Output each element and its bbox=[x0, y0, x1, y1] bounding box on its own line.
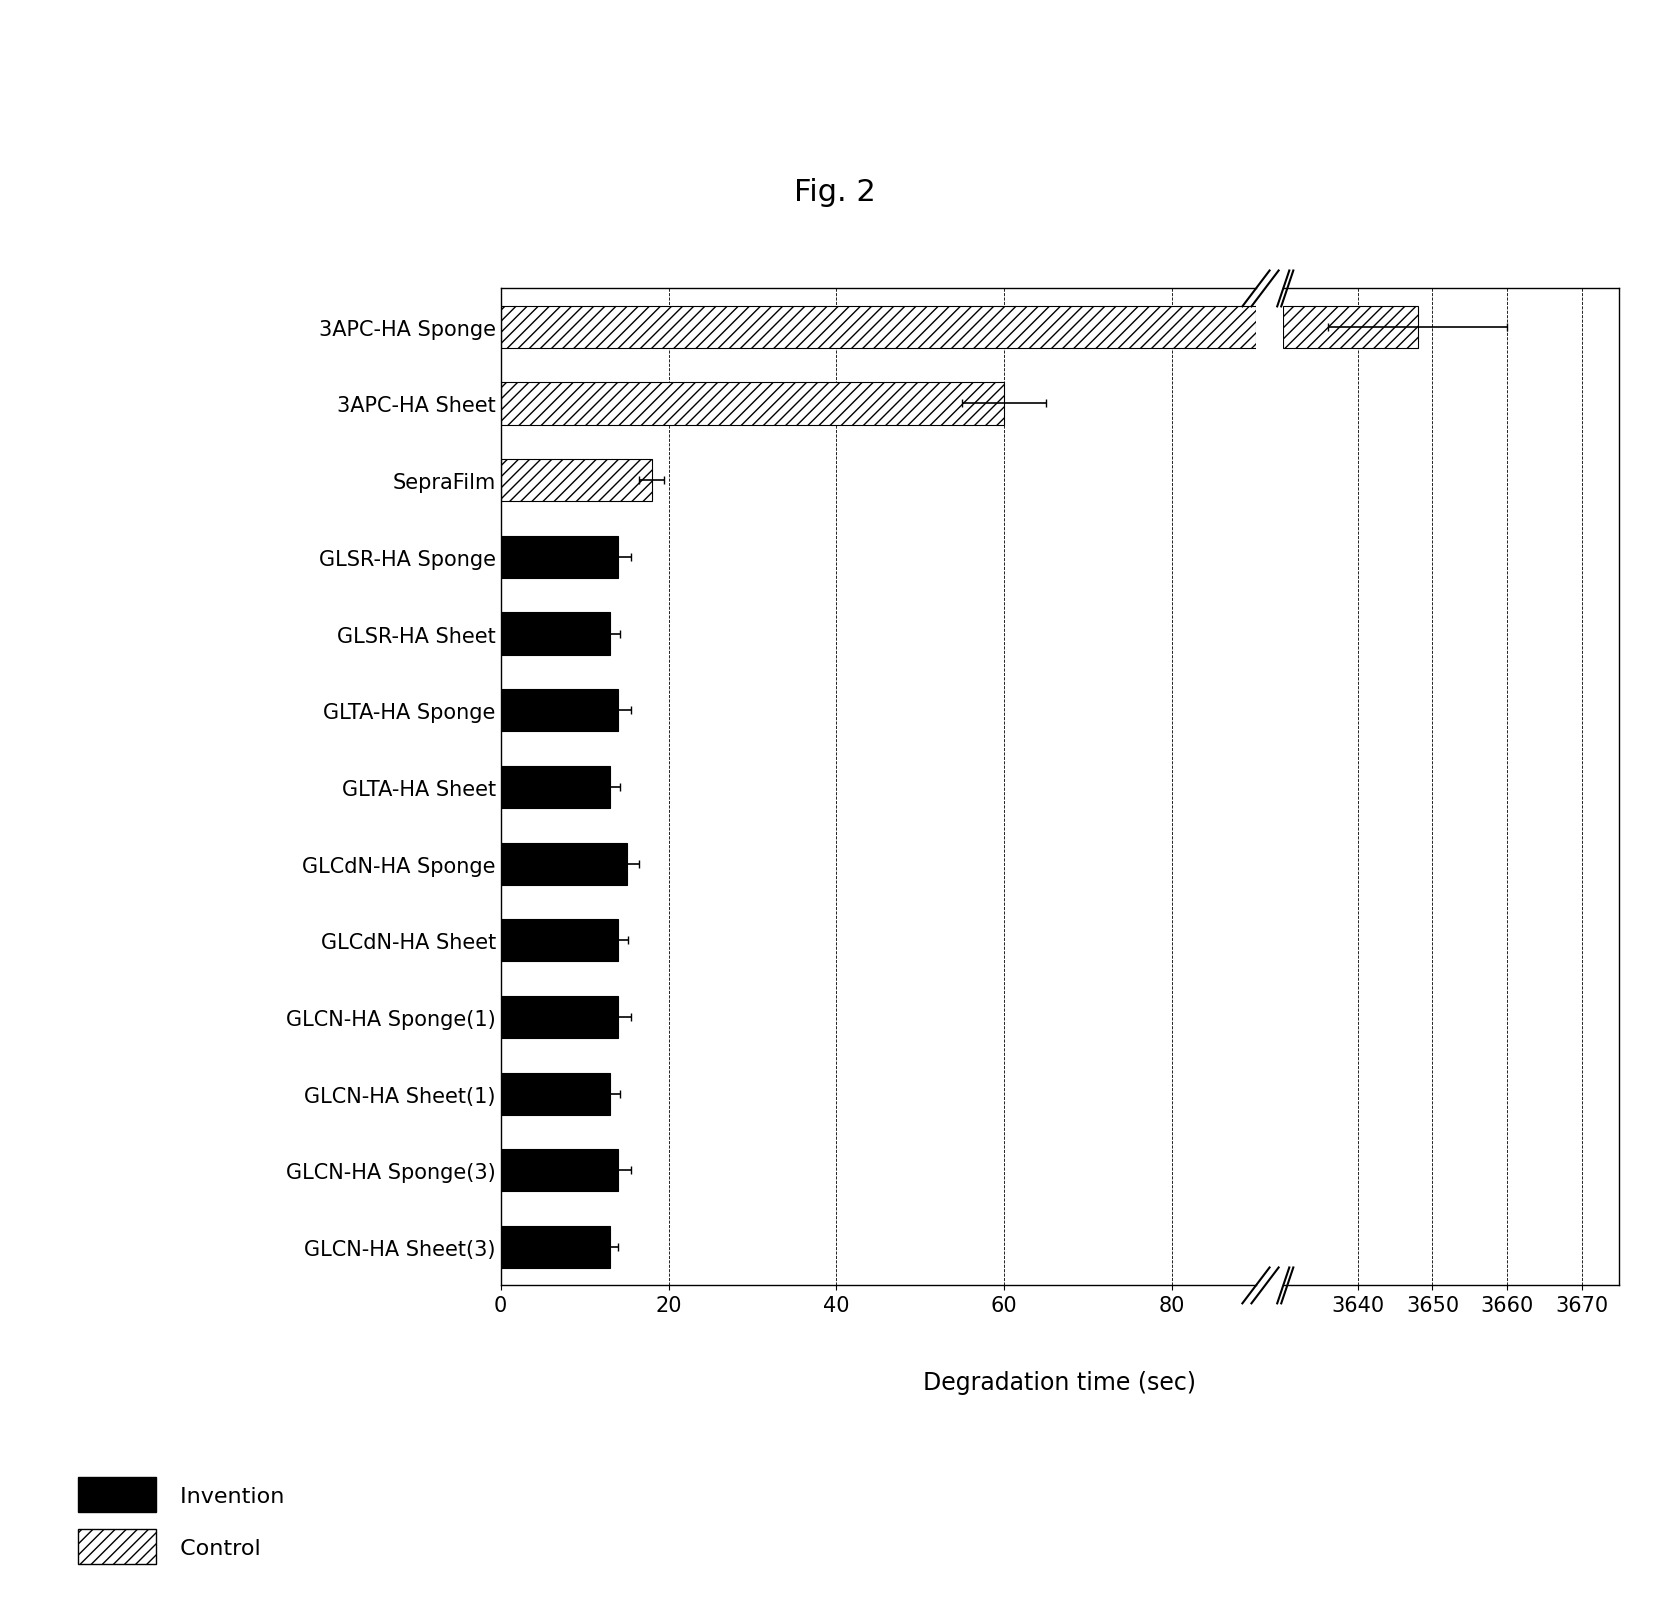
Bar bbox=[501, 612, 609, 656]
Bar bbox=[501, 919, 618, 961]
Bar bbox=[501, 460, 653, 501]
Bar bbox=[501, 996, 618, 1038]
Bar bbox=[501, 537, 618, 579]
Text: Fig. 2: Fig. 2 bbox=[794, 178, 875, 207]
Bar bbox=[501, 1149, 618, 1192]
Bar bbox=[501, 689, 618, 731]
Bar bbox=[501, 1073, 609, 1115]
Legend:  Invention,  Control: Invention, Control bbox=[78, 1477, 285, 1564]
Text: Degradation time (sec): Degradation time (sec) bbox=[923, 1371, 1197, 1393]
Bar bbox=[501, 1226, 609, 1268]
Bar bbox=[1283, 307, 1417, 349]
Bar bbox=[501, 382, 1005, 426]
Bar bbox=[501, 844, 626, 885]
Bar bbox=[501, 767, 609, 808]
Bar bbox=[501, 307, 1257, 349]
